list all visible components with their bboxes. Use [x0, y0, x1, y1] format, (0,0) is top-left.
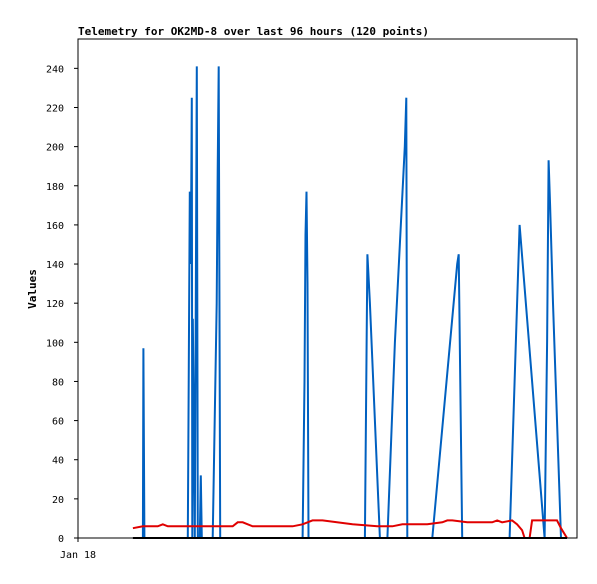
y-tick-label: 40	[52, 456, 64, 467]
x-tick-label: Jan 18	[60, 550, 96, 561]
chart-title: Telemetry for OK2MD-8 over last 96 hours…	[78, 25, 429, 38]
series-line	[141, 66, 562, 539]
y-axis: 0 20 40 60 80 100 120 140 160 180 200 220 240	[46, 64, 78, 545]
y-tick-label: 180	[46, 182, 64, 193]
y-tick-label: 100	[46, 338, 64, 349]
y-tick-label: 60	[52, 417, 64, 428]
y-tick-label: 20	[52, 495, 64, 506]
plot-area-frame	[77, 38, 578, 539]
y-tick-label: 160	[46, 221, 64, 232]
y-tick-label: 240	[46, 64, 64, 75]
y-tick-label: 200	[46, 143, 64, 154]
y-axis-label: Values	[26, 269, 39, 309]
y-tick-label: 120	[46, 299, 64, 310]
y-tick-label: 220	[46, 103, 64, 114]
series-layer	[132, 66, 568, 539]
series-line	[132, 519, 568, 539]
x-axis: Jan 18	[60, 538, 96, 561]
y-tick-label: 0	[58, 534, 64, 545]
y-tick-label: 80	[52, 377, 64, 388]
y-tick-label: 140	[46, 260, 64, 271]
